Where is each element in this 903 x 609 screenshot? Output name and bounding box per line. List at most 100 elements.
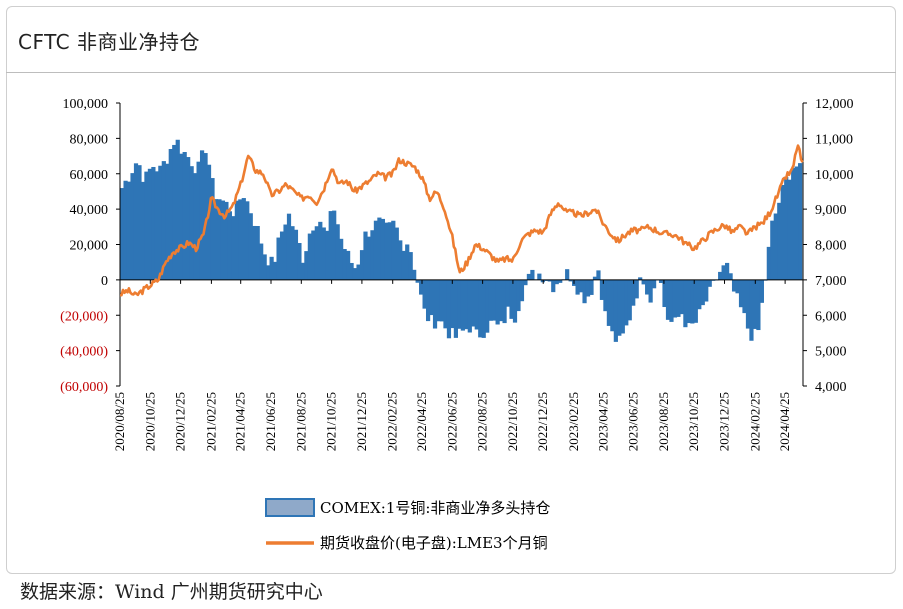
bar bbox=[436, 279, 441, 322]
left-tick-label: 20,000 bbox=[70, 239, 109, 254]
page-title: CFTC 非商业净持仓 bbox=[18, 30, 200, 54]
left-tick-label: 0 bbox=[101, 274, 108, 289]
axes-group bbox=[116, 102, 807, 387]
bar bbox=[756, 279, 761, 331]
bar bbox=[412, 269, 417, 280]
bar bbox=[638, 277, 643, 280]
x-tick-label: 2022/10/25 bbox=[505, 392, 520, 451]
bar bbox=[662, 279, 667, 308]
bar bbox=[474, 279, 479, 330]
bar bbox=[613, 279, 618, 342]
bar bbox=[526, 273, 532, 280]
bar bbox=[266, 265, 271, 280]
bar bbox=[380, 218, 385, 280]
bar bbox=[199, 150, 205, 280]
bar bbox=[651, 279, 657, 289]
bar bbox=[193, 173, 198, 280]
bar bbox=[130, 173, 135, 280]
bar bbox=[238, 199, 243, 280]
x-tick-label: 2022/06/25 bbox=[444, 392, 459, 451]
right-tick-label: 4,000 bbox=[815, 380, 847, 395]
bar bbox=[213, 199, 219, 280]
bar bbox=[578, 279, 584, 293]
x-tick-label: 2024/02/25 bbox=[747, 392, 762, 451]
bar bbox=[488, 279, 493, 321]
bar bbox=[596, 270, 601, 280]
bar bbox=[502, 279, 507, 324]
bar bbox=[363, 231, 368, 280]
bar bbox=[241, 198, 246, 280]
bar bbox=[429, 279, 434, 316]
x-tick-label: 2023/10/25 bbox=[686, 392, 701, 451]
bar bbox=[509, 279, 514, 319]
bar bbox=[603, 279, 608, 312]
bar bbox=[738, 279, 744, 308]
bar bbox=[686, 279, 691, 324]
bar bbox=[606, 279, 611, 326]
bar bbox=[359, 250, 365, 280]
bar bbox=[631, 279, 636, 306]
bar bbox=[370, 230, 375, 280]
x-tick-label: 2020/08/25 bbox=[112, 392, 127, 451]
bar bbox=[248, 213, 253, 280]
x-tick-label: 2022/02/25 bbox=[385, 392, 400, 451]
bar bbox=[547, 279, 552, 282]
bar bbox=[252, 225, 257, 280]
bar bbox=[669, 279, 674, 322]
legend-label-line: 期货收盘价(电子盘):LME3个月铜 bbox=[320, 534, 548, 552]
bar bbox=[645, 279, 650, 295]
price-line bbox=[119, 144, 804, 297]
title-divider bbox=[6, 72, 896, 73]
bar bbox=[554, 279, 559, 285]
x-tick-label: 2022/08/25 bbox=[475, 392, 490, 451]
bar bbox=[794, 166, 799, 280]
bar bbox=[272, 261, 278, 280]
bar bbox=[168, 149, 173, 280]
bar bbox=[464, 279, 469, 330]
left-tick-label: (40,000) bbox=[60, 345, 108, 360]
right-tick-label: 10,000 bbox=[815, 168, 854, 183]
bar bbox=[279, 231, 285, 280]
bar bbox=[697, 279, 702, 310]
bar bbox=[478, 279, 483, 338]
bar bbox=[582, 279, 587, 304]
bar bbox=[773, 213, 778, 280]
bar bbox=[453, 279, 459, 338]
bar bbox=[133, 163, 139, 280]
bar bbox=[227, 211, 232, 280]
bar bbox=[599, 279, 605, 300]
left-tick-label: 40,000 bbox=[70, 203, 109, 218]
bar bbox=[770, 220, 775, 280]
bar bbox=[735, 279, 740, 294]
bar bbox=[123, 180, 128, 280]
bar bbox=[432, 279, 438, 329]
bar bbox=[495, 279, 500, 325]
bar bbox=[172, 144, 177, 280]
source-note: 数据来源：Wind 广州期货研究中心 bbox=[20, 581, 323, 603]
bar bbox=[366, 236, 372, 280]
x-tick-label: 2023/08/25 bbox=[656, 392, 671, 451]
bar bbox=[220, 200, 226, 280]
bar bbox=[377, 217, 382, 280]
bar bbox=[422, 279, 427, 309]
bar bbox=[537, 273, 542, 280]
bar bbox=[328, 211, 333, 280]
bar bbox=[565, 269, 570, 280]
bar bbox=[349, 262, 354, 280]
bar bbox=[620, 279, 625, 334]
x-tick-label: 2024/04/25 bbox=[777, 392, 792, 451]
right-tick-label: 7,000 bbox=[815, 274, 847, 289]
bar bbox=[467, 279, 472, 333]
bar bbox=[300, 262, 306, 280]
legend: COMEX:1号铜:非商业净多头持仓 期货收盘价(电子盘):LME3个月铜 bbox=[265, 498, 550, 552]
bar bbox=[387, 222, 392, 280]
x-tick-label: 2020/10/25 bbox=[142, 392, 157, 451]
bar bbox=[585, 279, 591, 297]
bar bbox=[255, 226, 260, 280]
bar bbox=[693, 279, 698, 323]
bar bbox=[592, 276, 598, 280]
bar bbox=[342, 249, 347, 280]
legend-label-bar: COMEX:1号铜:非商业净多头持仓 bbox=[320, 499, 550, 517]
bar bbox=[373, 220, 379, 280]
bar bbox=[610, 279, 615, 332]
